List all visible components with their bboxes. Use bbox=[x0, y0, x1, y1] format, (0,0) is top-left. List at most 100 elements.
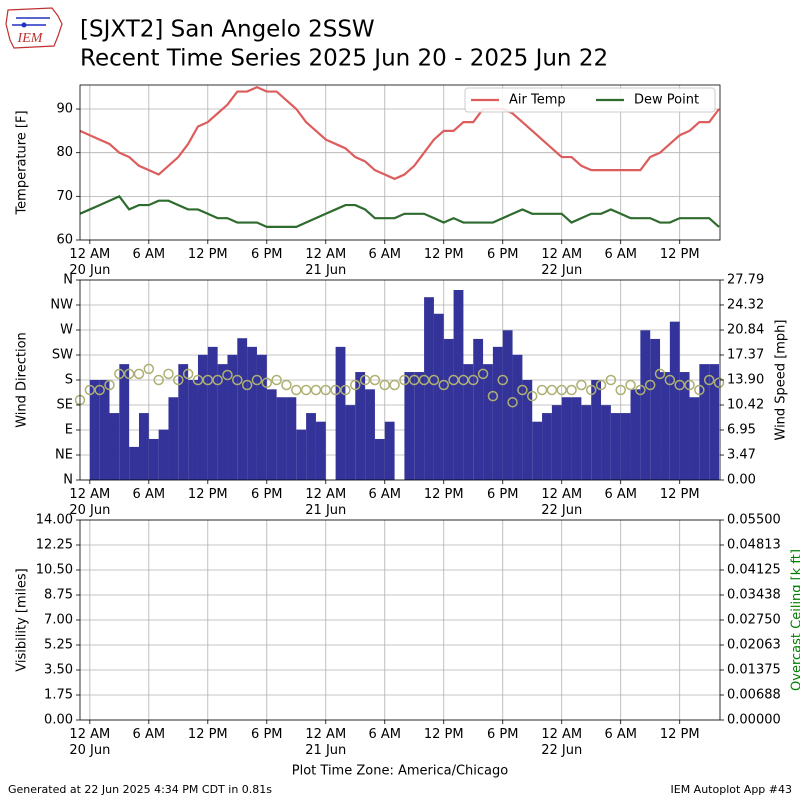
point bbox=[271, 374, 282, 386]
point bbox=[261, 377, 273, 389]
point bbox=[369, 374, 381, 386]
point bbox=[104, 379, 115, 391]
y2-tick-label: 13.90 bbox=[727, 372, 764, 387]
x-tick-label: 6 AM bbox=[369, 247, 402, 262]
panel: 12 AM 20 Jun 6 AM 12 PM 6 PM 12 AM 21 Jun 6 AM 1… bbox=[15, 84, 721, 278]
x-tick-label: 6 AM bbox=[604, 487, 637, 502]
point bbox=[438, 379, 449, 391]
x-tick-label: 6 AM bbox=[133, 247, 166, 262]
point bbox=[448, 374, 459, 386]
bar bbox=[650, 338, 661, 480]
bar bbox=[433, 313, 444, 480]
point bbox=[202, 374, 214, 386]
point bbox=[251, 374, 263, 386]
y-tick-label: N bbox=[63, 273, 73, 288]
y-tick-label: S bbox=[65, 373, 73, 388]
point bbox=[123, 368, 135, 380]
y2-tick-label: 0.00000 bbox=[727, 713, 781, 728]
point bbox=[222, 369, 233, 381]
point bbox=[713, 377, 725, 389]
y2-tick-label: 0.05500 bbox=[727, 513, 781, 528]
bar bbox=[581, 405, 592, 480]
point bbox=[477, 368, 489, 380]
y2-tick-label: 24.32 bbox=[727, 297, 764, 312]
bar bbox=[463, 364, 474, 480]
y-tick-label: 5.25 bbox=[44, 638, 73, 653]
x-tick-label: 6 PM bbox=[487, 247, 518, 262]
x-axis-label: Plot Time Zone: America/Chicago bbox=[292, 764, 508, 779]
y-tick-label: 14.00 bbox=[36, 513, 73, 528]
y2-axis-label: Wind Speed [mph] bbox=[774, 320, 789, 441]
bar bbox=[306, 413, 316, 480]
bar bbox=[689, 397, 700, 480]
y-tick-label: 60 bbox=[56, 233, 73, 248]
x-tick-label: 6 AM bbox=[369, 487, 402, 502]
y-tick-label: NW bbox=[50, 298, 73, 313]
bar bbox=[709, 364, 720, 480]
point bbox=[84, 384, 96, 396]
y2-tick-label: 20.84 bbox=[727, 323, 764, 338]
bar bbox=[610, 413, 621, 480]
bar bbox=[266, 389, 277, 480]
bar bbox=[109, 413, 120, 480]
y-tick-label: 80 bbox=[56, 145, 73, 160]
bar bbox=[237, 338, 248, 480]
y2-axis-label: Overcast Ceiling [k ft] bbox=[790, 549, 800, 691]
panel: 12 AM 20 Jun 6 AM 12 PM 6 PM 12 AM 21 Jun 6 AM 1… bbox=[15, 273, 789, 518]
point bbox=[654, 368, 666, 380]
bar bbox=[492, 346, 503, 480]
point bbox=[684, 379, 695, 391]
y-tick-label: 90 bbox=[56, 102, 73, 117]
point bbox=[399, 374, 410, 386]
series-line bbox=[79, 194, 720, 228]
y2-tick-label: 0.02750 bbox=[727, 613, 781, 628]
bar bbox=[502, 330, 513, 480]
bar bbox=[99, 379, 110, 480]
bar bbox=[542, 413, 552, 480]
y-tick-label: SW bbox=[52, 348, 73, 363]
point bbox=[359, 374, 371, 386]
y-axis-label: Temperature [F] bbox=[15, 110, 30, 215]
logo: IEM bbox=[5, 7, 63, 49]
bar bbox=[286, 397, 297, 480]
bar bbox=[158, 429, 169, 480]
x-tick-label: 12 AM 21 Jun bbox=[305, 487, 346, 518]
bar bbox=[296, 429, 307, 480]
x-tick-label: 12 AM 22 Jun bbox=[541, 487, 582, 518]
bar bbox=[345, 405, 356, 480]
x-tick-label: 12 PM bbox=[660, 727, 700, 742]
bar bbox=[404, 372, 415, 480]
y-tick-label: 0.00 bbox=[44, 713, 73, 728]
x-tick-label: 12 PM bbox=[660, 487, 700, 502]
point bbox=[192, 374, 204, 386]
y2-tick-label: 0.04813 bbox=[727, 538, 781, 553]
point bbox=[526, 390, 538, 402]
x-tick-label: 6 AM bbox=[369, 727, 402, 742]
logo-dot bbox=[21, 22, 27, 28]
y-tick-label: E bbox=[65, 423, 73, 438]
point bbox=[497, 374, 508, 386]
y-tick-label: 7.00 bbox=[44, 613, 73, 628]
bar bbox=[620, 413, 631, 480]
bar bbox=[188, 379, 198, 480]
point bbox=[625, 379, 636, 391]
bar bbox=[443, 338, 454, 480]
bar bbox=[384, 421, 395, 480]
x-tick-label: 12 AM 20 Jun bbox=[69, 247, 110, 278]
point bbox=[389, 379, 400, 391]
point bbox=[163, 368, 174, 380]
point bbox=[241, 379, 253, 391]
point bbox=[153, 374, 164, 386]
legend: Air Temp Dew Point bbox=[464, 87, 716, 113]
y-tick-label: N bbox=[63, 473, 73, 488]
point bbox=[143, 363, 155, 375]
point bbox=[330, 384, 341, 396]
x-tick-label: 6 PM bbox=[251, 487, 282, 502]
bar bbox=[414, 372, 425, 480]
bar bbox=[551, 405, 562, 480]
point bbox=[644, 379, 656, 391]
point bbox=[94, 384, 105, 396]
bar bbox=[197, 354, 208, 480]
point bbox=[674, 379, 685, 391]
